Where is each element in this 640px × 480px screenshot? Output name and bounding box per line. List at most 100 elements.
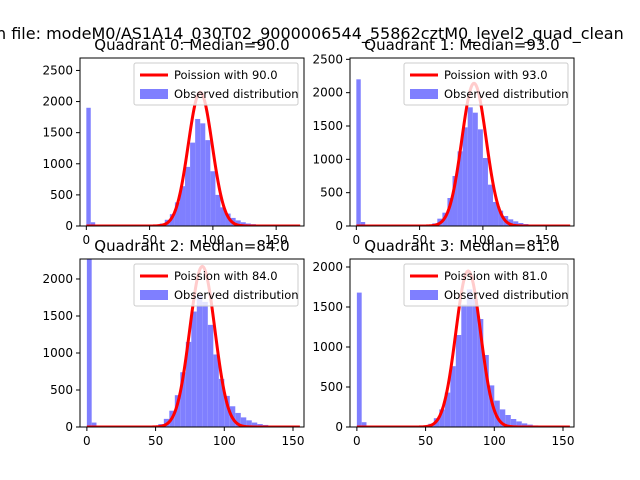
hist-bar-zero bbox=[356, 79, 361, 226]
hist-bar bbox=[185, 341, 192, 427]
y-tick-label: 2000 bbox=[42, 95, 73, 109]
hist-bar bbox=[450, 366, 456, 427]
legend-box bbox=[133, 263, 299, 307]
chart-title: Quadrant 2: Median=84.0 bbox=[94, 237, 289, 255]
hist-bar bbox=[207, 324, 214, 427]
hist-bar bbox=[510, 419, 517, 427]
chart-title: Quadrant 0: Median=90.0 bbox=[94, 36, 289, 54]
y-tick-label: 2000 bbox=[42, 272, 73, 286]
y-tick-label: 0 bbox=[335, 420, 343, 434]
hist-bar bbox=[472, 299, 478, 427]
x-tick-label: 150 bbox=[282, 434, 305, 448]
hist-bar bbox=[190, 142, 196, 226]
hist-bar bbox=[185, 166, 191, 226]
hist-bar bbox=[225, 213, 231, 226]
y-tick-label: 500 bbox=[50, 188, 73, 202]
x-tick-label: 100 bbox=[201, 233, 224, 247]
axes-frame bbox=[79, 57, 305, 227]
hist-bar bbox=[215, 194, 221, 226]
hist-bar bbox=[180, 372, 186, 427]
x-tick-label: 50 bbox=[418, 434, 433, 448]
hist-bar bbox=[179, 186, 186, 226]
hist-bar-low-0 bbox=[90, 222, 96, 226]
hist-bar bbox=[220, 207, 226, 226]
y-tick-label: 2000 bbox=[312, 260, 343, 274]
y-tick-label: 1500 bbox=[42, 126, 73, 140]
legend-bar-swatch bbox=[410, 89, 438, 99]
y-tick-label: 0 bbox=[65, 420, 73, 434]
hist-bar bbox=[493, 202, 499, 226]
x-tick-label: 100 bbox=[483, 434, 506, 448]
hist-bar bbox=[195, 118, 201, 226]
hist-bar bbox=[521, 423, 528, 427]
legend-bar-swatch bbox=[410, 290, 438, 300]
figure-suptitle: n file: modeM0/AS1A14_030T02_9000006544_… bbox=[0, 24, 624, 44]
hist-bar bbox=[447, 198, 453, 226]
y-tick-label: 1000 bbox=[312, 152, 343, 166]
x-tick-label: 50 bbox=[148, 434, 163, 448]
hist-bar bbox=[483, 355, 489, 427]
legend-bar-swatch bbox=[140, 89, 168, 99]
hist-bar bbox=[200, 123, 206, 226]
hist-bar-zero bbox=[356, 292, 362, 427]
x-tick-label: 0 bbox=[83, 233, 91, 247]
hist-bar bbox=[516, 421, 522, 427]
legend-box bbox=[403, 62, 569, 106]
axes-frame bbox=[349, 57, 575, 227]
y-tick-label: 1500 bbox=[42, 309, 73, 323]
poisson-curve bbox=[356, 81, 571, 226]
x-tick-label: 150 bbox=[552, 434, 575, 448]
legend-label-observed: Observed distribution bbox=[174, 87, 299, 101]
hist-bar bbox=[235, 220, 241, 226]
chart-title: Quadrant 3: Median=81.0 bbox=[364, 237, 559, 255]
hist-bar bbox=[218, 378, 225, 427]
hist-bar bbox=[174, 202, 180, 226]
hist-bar bbox=[482, 158, 488, 226]
legend-label-observed: Observed distribution bbox=[444, 288, 569, 302]
y-tick-label: 0 bbox=[335, 219, 343, 233]
plot-area bbox=[86, 259, 300, 427]
hist-bar bbox=[444, 392, 451, 427]
y-tick-label: 500 bbox=[320, 380, 343, 394]
hist-bar bbox=[452, 176, 458, 226]
hist-bar bbox=[505, 415, 511, 427]
y-tick-label: 1000 bbox=[42, 157, 73, 171]
hist-bar-low-0 bbox=[91, 422, 97, 427]
x-tick-label: 150 bbox=[265, 233, 288, 247]
hist-bar bbox=[457, 151, 463, 226]
hist-bar bbox=[224, 395, 230, 427]
y-tick-label: 2500 bbox=[312, 52, 343, 66]
hist-bar bbox=[169, 214, 175, 226]
hist-bar bbox=[251, 422, 258, 427]
y-tick-label: 1500 bbox=[312, 119, 343, 133]
hist-bar bbox=[174, 395, 181, 427]
hist-bar bbox=[191, 311, 197, 427]
hist-bar bbox=[235, 412, 241, 427]
hist-bar bbox=[477, 129, 483, 226]
hist-bar bbox=[513, 221, 519, 226]
legend-label-poisson: Poission with 84.0 bbox=[174, 269, 278, 283]
poisson-curve bbox=[86, 90, 301, 226]
hist-bar bbox=[213, 354, 219, 427]
y-tick-label: 1000 bbox=[312, 340, 343, 354]
hist-bar bbox=[210, 171, 216, 226]
x-tick-label: 0 bbox=[83, 434, 91, 448]
hist-bar bbox=[202, 301, 208, 427]
hist-bar bbox=[240, 222, 246, 226]
hist-bar bbox=[472, 112, 478, 226]
legend-label-observed: Observed distribution bbox=[174, 288, 299, 302]
y-tick-label: 2500 bbox=[42, 63, 73, 77]
legend-label-observed: Observed distribution bbox=[444, 87, 569, 101]
x-tick-label: 0 bbox=[353, 233, 361, 247]
hist-bar-zero bbox=[86, 259, 92, 427]
hist-bar bbox=[467, 107, 473, 226]
hist-bar-low-0 bbox=[360, 222, 366, 226]
legend-bar-swatch bbox=[140, 290, 168, 300]
y-tick-label: 500 bbox=[320, 186, 343, 200]
